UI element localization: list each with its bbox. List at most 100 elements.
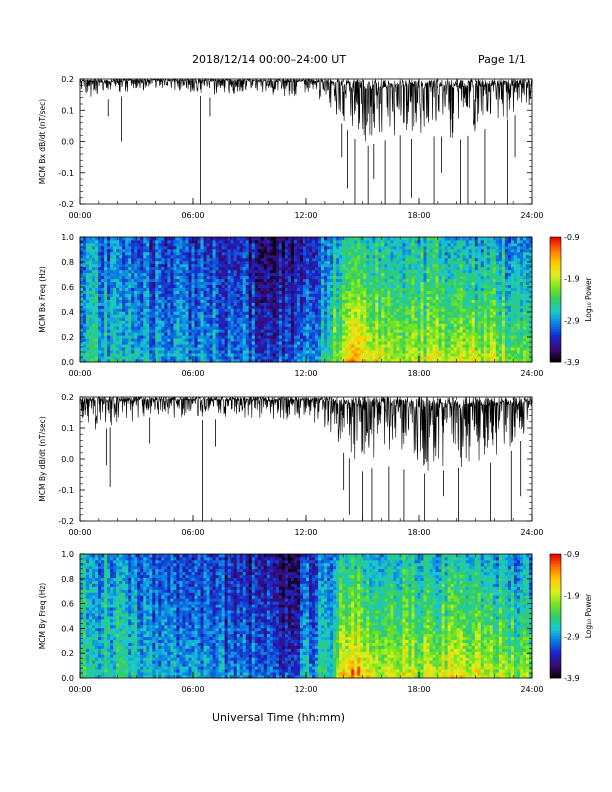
spectrogram-cell — [302, 326, 307, 330]
spectrogram-cell — [167, 263, 171, 268]
spectrogram-cell — [309, 323, 313, 327]
spectrogram-cell — [125, 359, 129, 363]
spectrogram-cell — [290, 239, 295, 244]
spectrogram-cell — [140, 239, 144, 244]
spectrogram-cell — [98, 284, 102, 288]
spectrogram-cell — [327, 260, 331, 265]
spectrogram-cell — [420, 293, 424, 297]
spectrogram-cell — [119, 353, 123, 357]
spectrogram-cell — [125, 284, 129, 288]
spectrogram-cell — [396, 350, 400, 354]
spectrogram-cell — [369, 284, 373, 288]
spectrogram-cell — [390, 332, 394, 336]
spectrogram-cell — [155, 299, 159, 303]
spectrogram-cell — [86, 335, 90, 339]
spectrogram-cell — [330, 359, 334, 363]
spectrogram-cell — [92, 347, 96, 351]
spectrogram-cell — [155, 302, 159, 306]
spectrogram-cell — [266, 290, 271, 294]
spectrogram-cell — [345, 293, 349, 297]
spectrogram-cell — [324, 251, 328, 256]
spectrogram-cell — [242, 245, 247, 250]
spectrogram-cell — [80, 272, 84, 277]
spectrogram-cell — [426, 272, 430, 277]
spectrogram-cell — [182, 353, 186, 357]
spectrogram-cell — [330, 260, 334, 265]
spectrogram-cell — [369, 317, 373, 321]
spectrogram-cell — [393, 254, 397, 259]
spectrogram-cell — [116, 254, 120, 259]
spectrogram-cell — [233, 239, 238, 244]
spectrogram-cell — [137, 263, 141, 268]
spectrogram-cell — [251, 317, 256, 321]
spectrogram-cell — [230, 278, 235, 283]
spectrogram-cell — [293, 344, 298, 348]
spectrogram-cell — [348, 242, 352, 247]
spectrogram-cell — [188, 245, 192, 250]
spectrogram-cell — [236, 242, 241, 247]
spectrogram-cell — [236, 326, 241, 330]
spectrogram-cell — [215, 269, 220, 274]
spectrogram-cell — [92, 248, 96, 253]
spectrogram-cell — [182, 269, 186, 274]
spectrogram-cell — [321, 302, 325, 306]
spectrogram-cell — [101, 284, 105, 288]
spectrogram-cell — [417, 338, 421, 342]
spectrogram-cell — [272, 356, 277, 360]
spectrogram-cell — [281, 308, 286, 312]
spectrogram-cell — [354, 254, 358, 259]
spectrogram-cell — [245, 237, 250, 241]
spectrogram-cell — [363, 332, 367, 336]
spectrogram-cell — [299, 293, 304, 297]
spectrogram-cell — [263, 293, 268, 297]
spectrogram-cell — [182, 296, 186, 300]
spectrogram-cell — [393, 281, 397, 286]
spectrogram-cell — [170, 237, 174, 241]
spectrogram-cell — [149, 320, 153, 324]
spectrogram-cell — [375, 359, 379, 363]
spectrogram-cell — [209, 329, 213, 333]
spectrogram-cell — [185, 269, 189, 274]
spectrogram-cell — [98, 356, 102, 360]
spectrogram-cell — [372, 353, 376, 357]
spectrogram-cell — [113, 251, 117, 256]
spectrogram-cell — [98, 275, 102, 280]
spectrogram-cell — [393, 296, 397, 300]
spectrogram-cell — [185, 287, 189, 291]
spectrogram-cell — [348, 317, 352, 321]
spectrogram-cell — [299, 317, 304, 321]
spectrogram-cell — [107, 335, 111, 339]
spectrogram-cell — [209, 275, 213, 280]
spectrogram-cell — [248, 323, 253, 327]
spectrogram-cell — [245, 353, 250, 357]
spectrogram-cell — [393, 314, 397, 318]
spectrogram-cell — [296, 293, 301, 297]
spectrogram-cell — [221, 305, 226, 309]
spectrogram-cell — [143, 299, 147, 303]
spectrogram-cell — [116, 317, 120, 321]
spectrogram-cell — [299, 353, 304, 357]
spectrogram-cell — [176, 269, 180, 274]
spectrogram-cell — [215, 293, 220, 297]
spectrogram-cell — [366, 287, 370, 291]
spectrogram-cell — [309, 266, 313, 271]
spectrogram-cell — [200, 237, 204, 241]
spectrogram-cell — [221, 275, 226, 280]
spectrogram-cell — [182, 248, 186, 253]
spectrogram-cell — [140, 287, 144, 291]
spectrogram-cell — [134, 293, 138, 297]
spectrogram-cell — [408, 347, 412, 351]
spectrogram-cell — [104, 302, 108, 306]
spectrogram-cell — [330, 251, 334, 256]
spectrogram-cell — [242, 248, 247, 253]
spectrogram-cell — [146, 302, 150, 306]
spectrogram-cell — [309, 305, 313, 309]
spectrogram-cell — [80, 314, 84, 318]
spectrogram-cell — [143, 242, 147, 247]
spectrogram-cell — [158, 251, 162, 256]
spectrogram-cell — [393, 251, 397, 256]
spectrogram-cell — [209, 317, 213, 321]
spectrogram-cell — [293, 317, 298, 321]
spectrogram-cell — [212, 263, 216, 268]
spectrogram-cell — [363, 314, 367, 318]
